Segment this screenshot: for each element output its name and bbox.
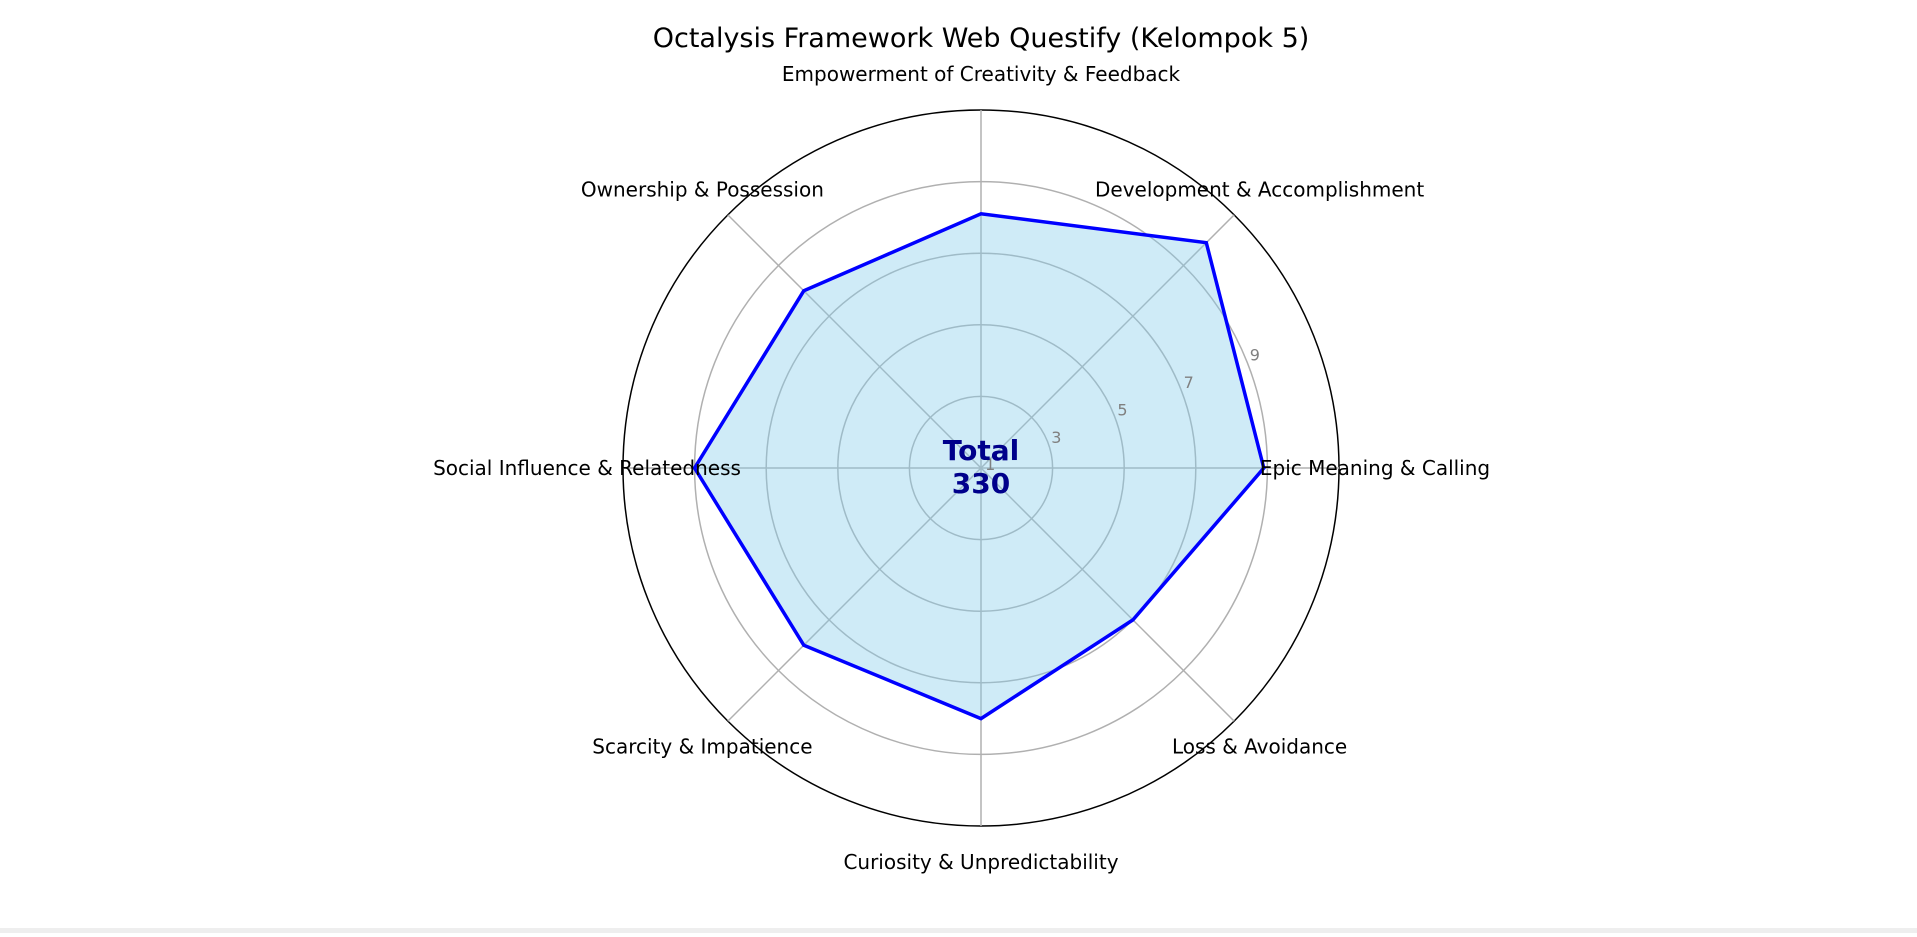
radial-tick-label: 5 (1117, 400, 1127, 419)
category-label: Epic Meaning & Calling (1260, 456, 1490, 480)
radial-tick-label: 7 (1184, 373, 1194, 392)
bottom-strip (0, 928, 1917, 933)
category-label: Empowerment of Creativity & Feedback (782, 62, 1181, 86)
category-label: Loss & Avoidance (1172, 735, 1347, 759)
center-total-value: 330 (952, 467, 1010, 500)
category-label: Social Influence & Relatedness (433, 456, 741, 480)
chart-title: Octalysis Framework Web Questify (Kelomp… (653, 23, 1310, 54)
category-label: Ownership & Possession (581, 177, 824, 201)
category-label: Curiosity & Unpredictability (843, 850, 1118, 874)
center-total: Total 330 (943, 434, 1020, 500)
category-label: Development & Accomplishment (1095, 177, 1424, 201)
radial-tick-label: 3 (1051, 428, 1061, 447)
category-label: Scarcity & Impatience (592, 735, 812, 759)
radial-tick-label: 9 (1250, 346, 1260, 365)
center-total-label: Total (943, 434, 1020, 467)
